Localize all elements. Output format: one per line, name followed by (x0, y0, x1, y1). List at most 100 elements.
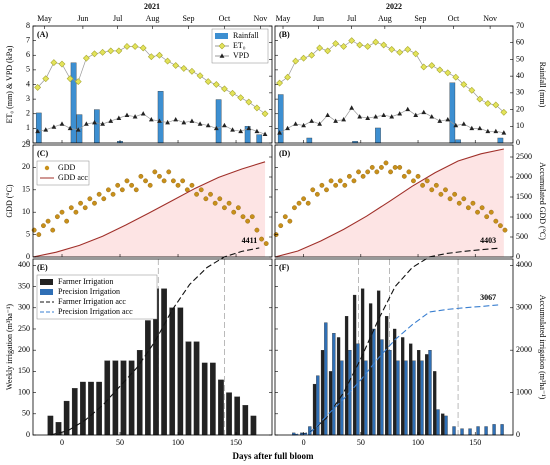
point (101, 196, 107, 202)
marker (139, 44, 147, 52)
point (189, 182, 195, 188)
point (342, 182, 348, 188)
point (479, 205, 485, 211)
bar (277, 94, 284, 144)
marker (238, 128, 244, 134)
point (447, 196, 453, 202)
x2-tick-label: Jul (113, 14, 123, 23)
y2-tick-label: 1500 (516, 192, 532, 201)
marker (292, 57, 300, 65)
marker (405, 106, 411, 112)
y-tick-label: 4 (26, 79, 30, 88)
point (310, 187, 316, 193)
marker (261, 110, 269, 118)
marker (357, 114, 363, 119)
point (337, 178, 343, 184)
marker (66, 75, 74, 83)
marker (380, 41, 388, 49)
marker (205, 122, 211, 128)
legend-label: Precision Irrigation acc (58, 307, 133, 316)
bar (460, 428, 464, 436)
legend-box (36, 274, 158, 320)
y-tick-label: 0 (26, 430, 30, 439)
y-tick-label: 0 (26, 138, 30, 147)
marker (253, 104, 261, 112)
bar (344, 316, 349, 436)
marker (229, 89, 236, 97)
line (292, 247, 499, 436)
marker (452, 73, 460, 81)
column-title: 2022 (386, 2, 402, 11)
point (175, 182, 181, 188)
point (45, 218, 51, 224)
y2-tick-label: 1000 (516, 387, 532, 396)
marker (469, 125, 475, 131)
bar (70, 62, 77, 144)
point (235, 205, 241, 211)
marker (324, 47, 332, 55)
marker (212, 81, 220, 88)
point (240, 214, 246, 220)
marker (157, 118, 162, 123)
bar (193, 341, 200, 436)
point (351, 178, 357, 184)
x2-tick-label: Jul (347, 14, 357, 23)
bar (376, 290, 381, 436)
bar (412, 360, 416, 436)
x2-tick-label: Nov (483, 14, 497, 23)
bar (404, 360, 408, 436)
bar (497, 137, 504, 144)
y-tick-label: 200 (18, 345, 30, 354)
point (41, 223, 46, 229)
y-axis-title: ET₀ (mm) & VPD (kPa) (5, 45, 14, 123)
point (245, 218, 251, 224)
bar (157, 91, 164, 144)
point (129, 182, 135, 188)
y2-tick-label: 60 (516, 38, 524, 47)
y2-tick-label: 1000 (516, 212, 532, 221)
point (401, 173, 407, 179)
marker (245, 98, 253, 106)
legend-label: Farmer Irrigation acc (58, 297, 126, 306)
marker (301, 122, 307, 128)
marker (58, 60, 66, 68)
legend-swatch (215, 33, 228, 39)
point (328, 178, 334, 184)
marker (381, 112, 387, 118)
marker (364, 43, 372, 50)
y2-tick-label: 0 (516, 138, 520, 147)
bar (93, 109, 100, 144)
marker (196, 72, 204, 80)
panel-frame (274, 25, 514, 144)
x-tick-label: 0 (302, 438, 306, 447)
end-label: 4403 (480, 236, 496, 245)
bar (47, 415, 54, 436)
marker (34, 84, 42, 91)
point (365, 169, 371, 175)
y-tick-label: 150 (18, 366, 30, 375)
point (78, 200, 83, 206)
point (92, 200, 97, 206)
y2-axis-title: Rainfall (mm) (538, 62, 547, 108)
y-tick-label: 25 (22, 140, 30, 149)
y-tick-label: 350 (18, 281, 30, 290)
point (64, 218, 70, 224)
bar (368, 303, 373, 436)
marker (309, 118, 315, 123)
bar (328, 371, 333, 436)
marker (420, 63, 428, 71)
bar (392, 328, 397, 436)
y2-tick-label: 10 (516, 121, 524, 130)
point (133, 187, 139, 193)
point (73, 209, 79, 215)
bar (492, 424, 496, 436)
bar (452, 426, 456, 436)
legend-swatch (40, 289, 53, 295)
point (166, 169, 172, 175)
x2-tick-label: Sep (414, 14, 426, 23)
point (502, 227, 508, 233)
bar (380, 339, 384, 436)
bar (185, 341, 192, 436)
marker (276, 79, 284, 87)
point (305, 200, 311, 206)
